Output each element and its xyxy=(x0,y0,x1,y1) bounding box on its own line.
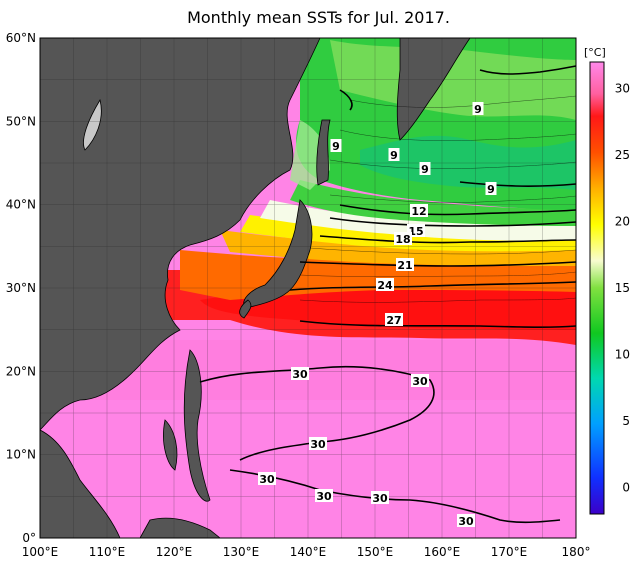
thin-isotherms xyxy=(299,95,577,303)
contour-label: 30 xyxy=(457,514,475,528)
contour-label: 30 xyxy=(258,472,276,486)
lon-label: 110°E xyxy=(89,545,126,559)
colorbar-tick-label: 25 xyxy=(615,148,630,162)
svg-text:30: 30 xyxy=(412,375,428,388)
svg-text:15: 15 xyxy=(408,225,423,238)
lon-label: 150°E xyxy=(357,545,394,559)
svg-text:30: 30 xyxy=(458,515,474,528)
svg-text:9: 9 xyxy=(487,183,495,196)
lon-label: 140°E xyxy=(290,545,327,559)
contour-label: 24 xyxy=(376,278,394,292)
contour-label: 9 xyxy=(388,148,400,162)
lat-label: 60°N xyxy=(6,31,36,45)
svg-text:27: 27 xyxy=(386,314,401,327)
svg-text:30: 30 xyxy=(310,438,326,451)
contour-label: 9 xyxy=(472,102,484,116)
lat-axis-labels: 60°N 50°N 40°N 30°N 20°N 10°N 0° xyxy=(6,31,36,545)
contour-label: 27 xyxy=(385,313,403,327)
contour-label: 9 xyxy=(419,162,431,176)
lat-label: 0° xyxy=(22,531,36,545)
map-title: Monthly mean SSTs for Jul. 2017. xyxy=(187,8,450,27)
colorbar-tick-label: 20 xyxy=(615,215,630,229)
colorbar-gradient xyxy=(589,61,605,515)
graticule xyxy=(39,37,577,539)
contour-label: 30 xyxy=(411,374,429,388)
colorbar-tick-label: 0 xyxy=(622,480,630,494)
svg-text:9: 9 xyxy=(474,103,482,116)
map-frame xyxy=(39,37,577,539)
svg-text:24: 24 xyxy=(377,279,393,292)
land xyxy=(39,37,471,539)
contour-label: 9 xyxy=(485,182,497,196)
colorbar-ticks: 30 25 20 15 10 5 0 xyxy=(615,82,630,495)
contour-label: 12 xyxy=(410,204,428,218)
svg-text:21: 21 xyxy=(397,259,412,272)
lon-label: 170°E xyxy=(491,545,528,559)
contour-label: 30 xyxy=(291,367,309,381)
lat-label: 30°N xyxy=(6,281,36,295)
colorbar: [°C] 30 25 20 15 10 5 0 xyxy=(584,46,630,515)
svg-text:12: 12 xyxy=(411,205,426,218)
contour-label: 18 xyxy=(394,232,412,246)
svg-text:30: 30 xyxy=(372,492,388,505)
lat-label: 50°N xyxy=(6,114,36,128)
contour-label: 21 xyxy=(396,258,414,272)
svg-text:30: 30 xyxy=(316,490,332,503)
svg-text:9: 9 xyxy=(421,163,429,176)
contour-label: 30 xyxy=(315,489,333,503)
svg-text:18: 18 xyxy=(395,233,410,246)
lat-label: 40°N xyxy=(6,198,36,212)
contour-label: 9 xyxy=(330,139,342,153)
lat-label: 20°N xyxy=(6,364,36,378)
colorbar-tick-label: 30 xyxy=(615,82,630,96)
svg-text:30: 30 xyxy=(259,473,275,486)
svg-text:30: 30 xyxy=(292,368,308,381)
lon-label: 180° xyxy=(562,545,591,559)
lon-label: 120°E xyxy=(156,545,193,559)
colorbar-tick-label: 15 xyxy=(615,281,630,295)
svg-text:9: 9 xyxy=(332,140,340,153)
lon-label: 130°E xyxy=(223,545,260,559)
colorbar-tick-label: 10 xyxy=(615,347,630,361)
contour-label: 30 xyxy=(309,437,327,451)
contour-label: 30 xyxy=(371,491,389,505)
lon-label: 100°E xyxy=(22,545,59,559)
colorbar-unit: [°C] xyxy=(584,46,606,59)
colorbar-tick-label: 5 xyxy=(622,414,630,428)
lat-label: 10°N xyxy=(6,448,36,462)
svg-text:9: 9 xyxy=(390,149,398,162)
lon-label: 160°E xyxy=(424,545,461,559)
lon-axis-labels: 100°E 110°E 120°E 130°E 140°E 150°E 160°E 170°E… xyxy=(22,545,591,559)
